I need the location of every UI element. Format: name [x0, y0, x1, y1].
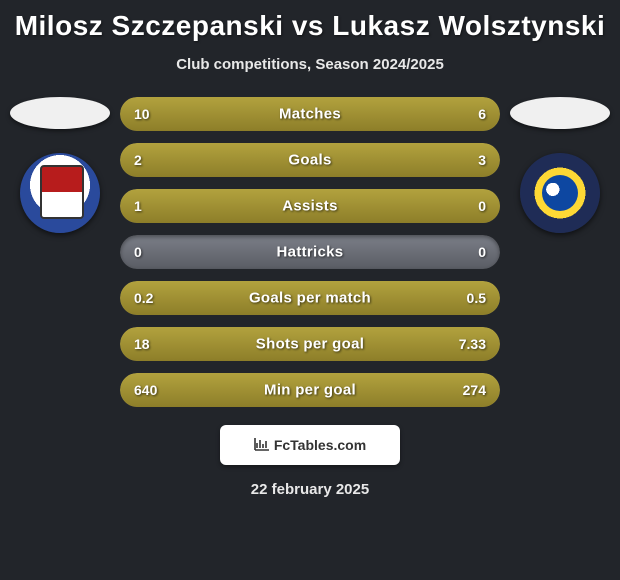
stat-pill: Hattricks0 0 [120, 235, 500, 269]
stat-value-left: 0.2 [134, 290, 153, 306]
stat-value-right: 3 [478, 152, 486, 168]
stats-column: Matches106Goals23Assists10Hattricks00Goa… [120, 97, 500, 407]
stat-pill: Shots per goal18 7.33 [120, 327, 500, 361]
right-side [510, 97, 610, 233]
stat-pill: Min per goal640 274 [120, 373, 500, 407]
stat-label: Goals [120, 152, 500, 169]
page-title: Milosz Szczepanski vs Lukasz Wolsztynski [0, 0, 620, 42]
stat-value-right: 0 [478, 198, 486, 214]
stat-value-left: 18 [134, 336, 150, 352]
stat-pill: Goals2 3 [120, 143, 500, 177]
stat-value-right: 0.5 [467, 290, 486, 306]
stat-label: Min per goal [120, 382, 500, 399]
date-text: 22 february 2025 [0, 481, 620, 498]
stat-value-left: 1 [134, 198, 142, 214]
stat-value-right: 7.33 [459, 336, 486, 352]
stat-value-left: 0 [134, 244, 142, 260]
player-avatar-left [10, 97, 110, 129]
brand-card: FcTables.com [220, 425, 400, 465]
chart-icon [254, 437, 270, 454]
brand-text: FcTables.com [274, 437, 366, 453]
stat-label: Matches [120, 106, 500, 123]
main-container: Matches106Goals23Assists10Hattricks00Goa… [0, 73, 620, 407]
stat-value-right: 0 [478, 244, 486, 260]
stat-value-left: 2 [134, 152, 142, 168]
stat-pill: Goals per match0.2 0.5 [120, 281, 500, 315]
team-crest-right [520, 153, 600, 233]
stat-label: Hattricks [120, 244, 500, 261]
stat-value-left: 640 [134, 382, 157, 398]
stat-pill: Matches10 6 [120, 97, 500, 131]
stat-pill: Assists1 0 [120, 189, 500, 223]
page-subtitle: Club competitions, Season 2024/2025 [0, 56, 620, 73]
team-crest-left [20, 153, 100, 233]
player-avatar-right [510, 97, 610, 129]
stat-value-left: 10 [134, 106, 150, 122]
stat-label: Shots per goal [120, 336, 500, 353]
stat-value-right: 274 [463, 382, 486, 398]
stat-label: Goals per match [120, 290, 500, 307]
left-side [10, 97, 110, 233]
stat-label: Assists [120, 198, 500, 215]
stat-value-right: 6 [478, 106, 486, 122]
